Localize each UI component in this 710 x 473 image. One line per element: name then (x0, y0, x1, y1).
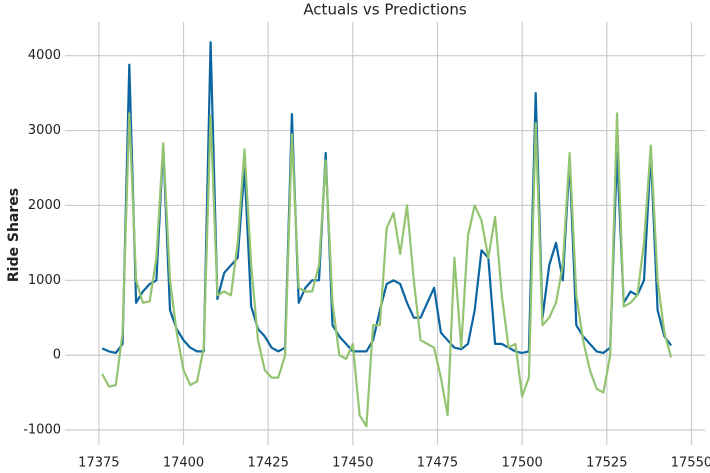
x-tick-label: 17425 (247, 456, 288, 471)
x-tick-label: 17500 (501, 456, 542, 471)
series-line (101, 41, 672, 354)
y-tick-label: 3000 (28, 123, 61, 138)
x-tick-label: 17550 (671, 456, 710, 471)
y-axis-label: Ride Shares (6, 188, 22, 282)
y-tick-label: 4000 (28, 48, 61, 63)
x-tick-label: 17525 (586, 456, 627, 471)
x-tick-label: 17450 (332, 456, 373, 471)
chart-title: Actuals vs Predictions (303, 1, 467, 19)
series-line (101, 112, 673, 428)
x-tick-label: 17400 (163, 456, 204, 471)
y-tick-label: 1000 (28, 273, 61, 288)
y-tick-label: 2000 (28, 198, 61, 213)
x-tick-label: 17375 (78, 456, 119, 471)
y-tick-label: 0 (53, 348, 61, 363)
x-tick-label: 17475 (417, 456, 458, 471)
y-tick-label: -1000 (23, 423, 61, 438)
